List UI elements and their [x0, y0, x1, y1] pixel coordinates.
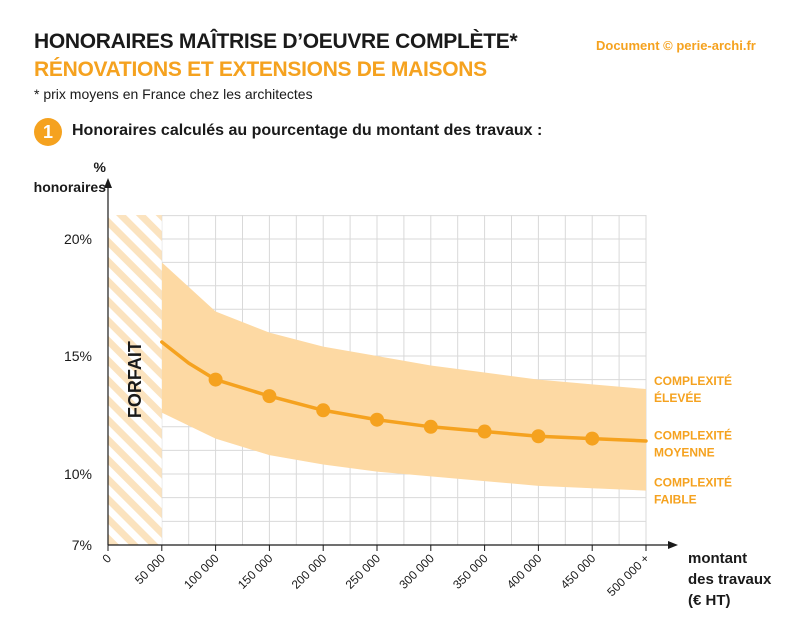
subtitle: * prix moyens en France chez les archite… — [34, 86, 313, 102]
y-axis-title: honoraires — [34, 179, 107, 195]
complexity-label: COMPLEXITÉ — [654, 475, 732, 490]
section-title: Honoraires calculés au pourcentage du mo… — [72, 122, 543, 139]
x-tick-label: 450 000 — [558, 551, 599, 592]
forfait-zone: FORFAIT — [108, 215, 162, 545]
x-tick-label: 100 000 — [181, 551, 222, 592]
credit: Document © perie-archi.fr — [596, 38, 756, 53]
x-tick-label: 500 000 + — [604, 551, 652, 599]
x-tick-label: 300 000 — [396, 551, 437, 592]
x-axis-title: (€ HT) — [688, 592, 731, 609]
forfait-hatch-area — [108, 215, 162, 545]
x-tick-label: 50 000 — [132, 551, 168, 587]
y-axis-arrow — [104, 178, 112, 188]
title-line2: RÉNOVATIONS ET EXTENSIONS DE MAISONS — [34, 58, 487, 81]
complexity-label: ÉLEVÉE — [654, 390, 701, 405]
data-point — [316, 403, 331, 418]
x-axis-title: des travaux — [688, 571, 772, 588]
data-point — [585, 431, 600, 446]
title-line1: HONORAIRES MAÎTRISE D’OEUVRE COMPLÈTE* — [34, 30, 518, 53]
complexity-label: COMPLEXITÉ — [654, 427, 732, 442]
data-point — [477, 424, 492, 439]
x-tick-label: 250 000 — [343, 551, 384, 592]
y-tick-label: 7% — [72, 537, 92, 553]
complexity-label: COMPLEXITÉ — [654, 373, 732, 388]
forfait-label: FORFAIT — [125, 341, 145, 418]
x-tick-label: 200 000 — [289, 551, 330, 592]
complexity-label: MOYENNE — [654, 445, 715, 459]
y-tick-label: 20% — [64, 231, 92, 247]
data-point — [423, 419, 438, 434]
x-tick-label: 150 000 — [235, 551, 276, 592]
x-tick-label: 400 000 — [504, 551, 545, 592]
data-point — [208, 372, 223, 387]
x-tick-label: 0 — [99, 551, 114, 566]
step-number-badge: 1 — [34, 118, 62, 146]
data-point — [262, 389, 277, 404]
y-axis-title: % — [94, 159, 107, 175]
x-axis-title: montant — [688, 550, 747, 567]
y-tick-label: 10% — [64, 466, 92, 482]
x-axis-arrow — [668, 541, 678, 549]
data-point — [531, 429, 546, 444]
labels: % honoraires montant des travaux (€ HT) COMPL… — [34, 159, 772, 609]
y-tick-label: 15% — [64, 348, 92, 364]
x-tick-label: 350 000 — [450, 551, 491, 592]
complexity-label: FAIBLE — [654, 493, 697, 507]
data-point — [370, 412, 384, 427]
data-points — [208, 372, 600, 446]
